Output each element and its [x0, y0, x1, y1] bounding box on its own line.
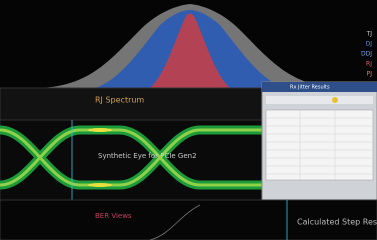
panel-title: BER Views: [95, 212, 132, 220]
dialog-title: Rx Jitter Results: [290, 85, 330, 91]
legend-entry: DJ: [366, 41, 373, 48]
scope-screen: TJ DJ DDJ RJ PJ RJ Spectrum Synthetic Ey…: [0, 0, 377, 240]
page: TJ DJ DDJ RJ PJ RJ Spectrum Synthetic Ey…: [0, 0, 377, 240]
legend-entry: TJ: [366, 31, 373, 38]
panel-title: Synthetic Eye for PCIe Gen2: [98, 152, 197, 160]
legend-entry: DDJ: [361, 51, 372, 58]
legend-entry: RJ: [366, 61, 372, 68]
panel-title: Calculated Step Response: [297, 218, 377, 227]
results-dialog: Rx Jitter Results: [262, 82, 377, 200]
legend-entry: PJ: [367, 71, 373, 78]
panel-title: RJ Spectrum: [95, 96, 144, 105]
